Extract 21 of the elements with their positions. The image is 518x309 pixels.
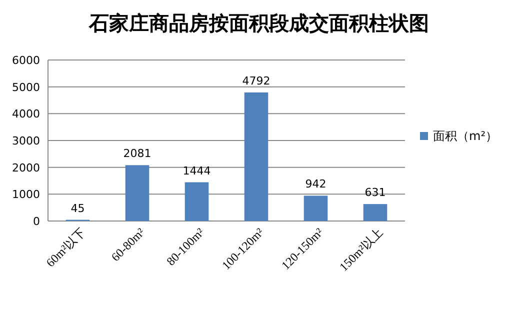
y-tick-label: 4000 bbox=[12, 108, 40, 121]
bar bbox=[184, 182, 209, 221]
bar bbox=[125, 165, 150, 221]
data-label: 1444 bbox=[182, 164, 211, 178]
y-tick-label: 0 bbox=[33, 215, 40, 228]
y-tick-label: 2000 bbox=[12, 161, 40, 174]
data-label: 45 bbox=[70, 202, 85, 215]
legend-label: 面积（m²） bbox=[433, 129, 498, 143]
data-label: 4792 bbox=[242, 74, 270, 88]
y-tick-label: 5000 bbox=[12, 80, 40, 94]
data-label: 2081 bbox=[123, 147, 152, 160]
chart-title: 石家庄商品房按面积段成交面积柱状图 bbox=[88, 12, 429, 35]
y-tick-label: 1000 bbox=[12, 188, 40, 202]
y-tick-label: 3000 bbox=[12, 134, 40, 148]
y-tick-label: 6000 bbox=[12, 54, 40, 67]
data-label: 942 bbox=[305, 178, 326, 191]
bar bbox=[363, 204, 388, 221]
legend: 面积（m²） bbox=[420, 129, 498, 143]
bar bbox=[304, 196, 328, 221]
data-label: 631 bbox=[364, 186, 386, 200]
bar bbox=[244, 92, 268, 221]
